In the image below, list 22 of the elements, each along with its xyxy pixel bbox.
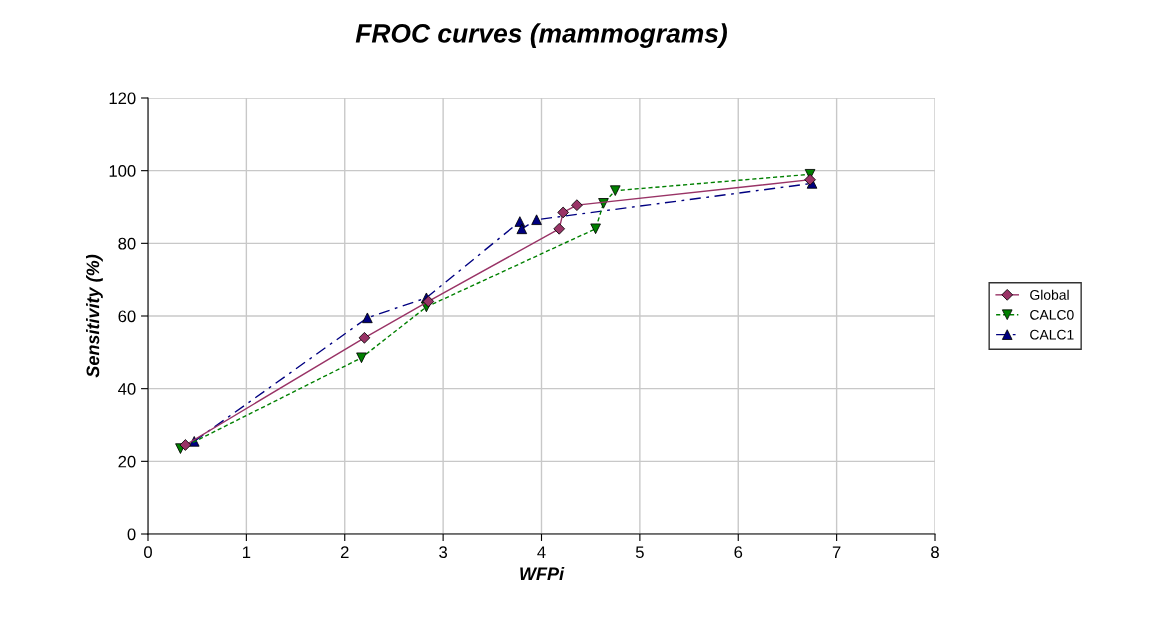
legend-label: CALC0 (1030, 309, 1074, 320)
x-tick-label: 2 (340, 546, 349, 558)
y-axis-title: Sensitivity (%) (86, 254, 103, 378)
legend-label: CALC1 (1030, 329, 1074, 340)
x-tick-label: 5 (635, 546, 644, 559)
x-axis-title: WFPi (520, 566, 565, 580)
y-tick-label: 100 (109, 165, 136, 177)
x-tick-label: 6 (734, 546, 743, 559)
x-tick-label: 4 (537, 546, 546, 558)
x-tick-label: 1 (243, 546, 251, 558)
chart-title: FROC curves (mammograms) (355, 23, 727, 48)
x-tick-label: 3 (439, 546, 448, 559)
x-tick-label: 7 (832, 546, 841, 558)
y-tick-label: 40 (118, 383, 136, 395)
y-tick-label: 20 (118, 455, 136, 468)
y-tick-label: 0 (127, 528, 136, 541)
x-tick-label: 8 (931, 546, 939, 559)
x-tick-label: 0 (144, 546, 152, 559)
y-tick-label: 80 (118, 237, 136, 250)
y-tick-label: 60 (118, 310, 136, 323)
y-tick-label: 120 (109, 92, 136, 105)
legend-label: Global (1030, 289, 1069, 300)
